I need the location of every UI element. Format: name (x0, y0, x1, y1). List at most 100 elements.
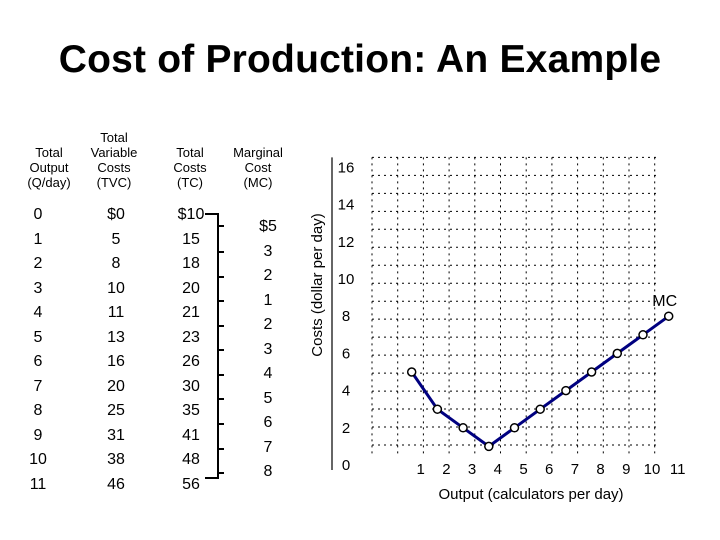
output-cell: 7 (33, 377, 43, 395)
mc-point (612, 348, 623, 359)
tc-cell: 15 (182, 230, 200, 248)
x-tick-label: 1 (417, 461, 425, 478)
mc-cell: 5 (263, 389, 273, 407)
tvc-cell: 10 (107, 279, 125, 297)
tvc-cell: 8 (111, 255, 121, 272)
mc-cell: 3 (263, 340, 273, 358)
output-cell: 5 (33, 328, 43, 346)
mc-cell: $5 (259, 218, 277, 235)
x-tick-label: 11 (670, 461, 686, 478)
mc-point (586, 367, 597, 377)
tc-cell: 23 (182, 328, 200, 346)
x-axis-label: Output (calculators per day) (438, 486, 623, 503)
y-tick-label: 2 (342, 420, 350, 437)
y-tick-label: 16 (338, 159, 355, 176)
table-header-line: Total (35, 145, 63, 160)
x-tick-label: 2 (442, 461, 450, 478)
y-tick-label: 12 (338, 234, 355, 251)
slide-title: Cost of Production: An Example (58, 38, 662, 81)
table-header-line: Cost (244, 160, 272, 175)
mc-cell: 8 (263, 463, 273, 480)
tvc-cell: 5 (111, 230, 121, 248)
y-tick-label: 0 (342, 457, 350, 474)
output-cell: 8 (33, 402, 43, 419)
mc-cell: 3 (263, 242, 273, 260)
tc-cell: 30 (182, 377, 200, 395)
y-tick-label: 10 (338, 271, 355, 288)
tc-cell: 26 (182, 353, 200, 370)
table-header: Total Variable Costs (TVC) (74, 130, 154, 190)
mc-point (663, 311, 674, 321)
table-header: Total Output (Q/day) (9, 145, 89, 190)
mc-point (484, 441, 494, 452)
table-bracket (205, 213, 224, 479)
y-tick-label: 8 (342, 308, 350, 325)
tc-cell: 56 (182, 475, 200, 493)
mc-cell: 1 (263, 291, 273, 309)
mc-point (406, 367, 417, 377)
table-header-line: Output (29, 160, 69, 175)
table-header-line: Total (176, 145, 204, 160)
mc-point (535, 404, 545, 414)
tvc-cell: 25 (107, 402, 125, 419)
tc-cell: 18 (182, 255, 200, 272)
tvc-cell: 46 (107, 475, 125, 493)
table-header: Total Costs (TC) (150, 145, 230, 190)
y-tick-label: 4 (342, 383, 350, 400)
output-cell: 3 (33, 279, 43, 297)
mc-cell: 2 (263, 267, 273, 284)
x-tick-label: 3 (468, 461, 476, 478)
tvc-cell: 16 (107, 353, 125, 370)
mc-point (458, 423, 468, 433)
series-label: MC (652, 293, 677, 310)
x-tick-label: 8 (596, 461, 604, 478)
mc-point (509, 423, 520, 433)
output-cell: 1 (33, 230, 43, 248)
tvc-cell: 11 (107, 304, 125, 321)
x-tick-label: 4 (494, 461, 502, 478)
table-header-line: Costs (97, 160, 131, 175)
tc-cell: 48 (182, 451, 200, 468)
tvc-cell: $0 (107, 206, 125, 223)
mc-cell: 6 (263, 414, 273, 431)
tc-cell: 35 (182, 402, 200, 419)
output-cell: 0 (33, 206, 43, 223)
y-axis-label: Costs (dollar per day) (309, 213, 326, 356)
output-cell: 9 (33, 426, 43, 444)
tvc-cell: 31 (107, 426, 125, 444)
x-tick-label: 9 (622, 461, 630, 478)
mc-cell: 4 (263, 365, 273, 382)
x-tick-label: 10 (644, 461, 661, 478)
mc-point (638, 330, 648, 340)
mc-cell: 7 (263, 438, 273, 456)
y-tick-label: 6 (342, 345, 350, 362)
table-header-line: Costs (173, 160, 207, 175)
x-tick-label: 6 (545, 461, 553, 478)
mc-cell: 2 (263, 316, 273, 333)
output-cell: 6 (33, 353, 43, 370)
table-header-line: Marginal (233, 145, 283, 160)
x-tick-label: 5 (519, 461, 527, 478)
table-header-line: (MC) (243, 175, 273, 190)
output-cell: 2 (33, 255, 43, 272)
tvc-cell: 38 (107, 451, 125, 468)
x-tick-label: 7 (571, 461, 579, 478)
tvc-cell: 20 (107, 377, 125, 395)
tvc-cell: 13 (107, 328, 125, 346)
tc-cell: 41 (182, 426, 200, 444)
tc-cell: 20 (182, 279, 200, 297)
table-header-line: Total (100, 130, 128, 145)
table-header-line: (TC) (177, 175, 203, 190)
output-cell: 4 (33, 304, 43, 321)
y-tick-label: 14 (338, 197, 355, 214)
tc-cell: 21 (182, 304, 200, 321)
table-header-line: Variable (90, 145, 138, 160)
mc-point (561, 385, 571, 396)
table-header-line: (Q/day) (27, 175, 71, 190)
table-header: Marginal Cost (MC) (218, 145, 298, 190)
output-cell: 11 (29, 475, 47, 493)
output-cell: 10 (29, 451, 47, 468)
mc-point (432, 404, 443, 414)
tc-cell: $10 (177, 206, 205, 223)
